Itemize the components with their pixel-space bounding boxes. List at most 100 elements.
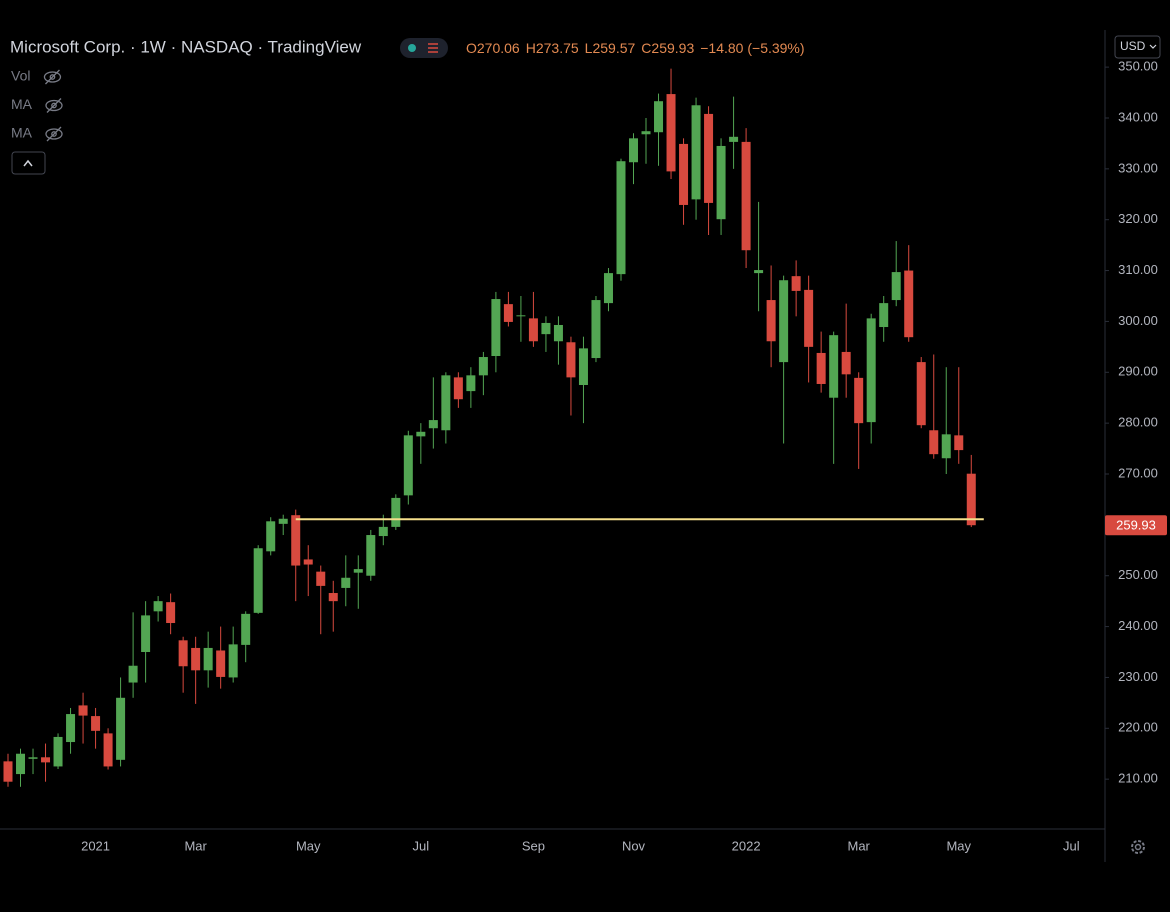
candle-body [679, 143, 689, 205]
candle-body [291, 515, 301, 566]
candle-body [78, 705, 88, 716]
y-tick-label: 290.00 [1118, 364, 1158, 379]
last-price-tag [1105, 515, 1167, 536]
candle-body [941, 434, 951, 459]
candle-body [553, 324, 563, 342]
eye-slash [45, 69, 60, 85]
y-tick-label: 320.00 [1118, 211, 1158, 226]
candle-body [441, 375, 451, 431]
eye-outline [43, 71, 62, 83]
candle-body [416, 431, 426, 437]
hidden-eye-icon[interactable] [43, 69, 62, 85]
candle-body [591, 300, 601, 359]
candle-body [316, 571, 326, 586]
ohlc-value: 259.93 [651, 40, 694, 56]
y-tick-label: 210.00 [1118, 771, 1158, 786]
gear-outer [1131, 840, 1145, 854]
candle-body [53, 736, 63, 767]
candle-body [804, 289, 814, 347]
candle-body [879, 303, 889, 328]
currency-box [1114, 35, 1161, 59]
y-tick-label: 310.00 [1118, 262, 1158, 277]
y-tick-label: 300.00 [1118, 313, 1158, 328]
candle-body [741, 141, 751, 251]
candle-body [891, 272, 901, 301]
x-tick-label: Jul [1063, 838, 1080, 853]
hidden-eye-icon[interactable] [45, 126, 63, 142]
y-tick-label: 240.00 [1118, 618, 1158, 633]
eye-pupil [49, 74, 56, 80]
collapse-button[interactable] [11, 151, 46, 175]
change-value: −14.80 (−5.39%) [700, 40, 804, 56]
candle-body [178, 640, 188, 667]
eye-outline [45, 128, 63, 140]
eye-slash [46, 126, 62, 142]
menu-icon [428, 43, 438, 53]
candle-body [841, 351, 851, 375]
candle-body [654, 101, 664, 133]
indicator-label: MA [11, 125, 33, 141]
eye-pupil [51, 102, 57, 109]
candle-body [16, 753, 26, 775]
candle-body [153, 601, 163, 612]
candle-body [503, 304, 513, 322]
candle-body [641, 131, 651, 135]
candle-body [116, 697, 126, 760]
candle-body [41, 757, 51, 763]
candle-body [278, 518, 288, 524]
pill-bg [400, 38, 448, 58]
candle-body [428, 420, 438, 429]
candle-body [391, 497, 401, 527]
candle-body [816, 352, 826, 384]
status-pill[interactable] [400, 38, 448, 58]
candle-body [91, 716, 101, 731]
eye-slash [46, 98, 62, 113]
ohlc-letter: O [466, 40, 477, 56]
collapse-box [11, 151, 46, 175]
candle-body [191, 647, 201, 671]
settings-button[interactable] [1131, 840, 1145, 854]
candle-body [716, 145, 726, 220]
candle-body [754, 270, 764, 274]
x-tick-label: Mar [847, 838, 870, 853]
candle-body [791, 276, 801, 291]
ohlc-letter: L [585, 40, 593, 56]
y-tick-label: 280.00 [1118, 415, 1158, 430]
hidden-eye-icon[interactable] [45, 98, 63, 113]
candle-body [28, 757, 38, 759]
candle-body [578, 348, 588, 385]
candle-body [854, 377, 864, 424]
candle-body [3, 761, 13, 782]
x-tick-label: 2021 [81, 838, 110, 853]
last-price-label: 259.93 [1116, 518, 1156, 533]
x-tick-label: May [946, 838, 971, 853]
eye-outline [45, 99, 63, 112]
currency-button[interactable]: USD [1114, 35, 1161, 59]
ohlc-value: 259.57 [592, 40, 635, 56]
candle-body [704, 113, 714, 203]
collapse-arrow [23, 159, 33, 167]
candle-body [328, 593, 338, 602]
candle-body [541, 322, 551, 335]
y-tick-label: 220.00 [1118, 720, 1158, 735]
candle-body [829, 335, 839, 398]
indicator-label: Vol [11, 68, 30, 84]
currency-label: USD [1120, 39, 1146, 53]
plot-area [3, 68, 984, 787]
x-tick-label: May [296, 838, 321, 853]
candle-body [478, 357, 488, 376]
candle-body [491, 299, 501, 357]
candle-body [266, 521, 276, 552]
candle-body [366, 535, 376, 576]
candle-body [866, 318, 876, 423]
candle-body [228, 644, 238, 678]
x-tick-label: Sep [522, 838, 545, 853]
candle-body [216, 650, 226, 677]
candle-body [916, 362, 926, 426]
market-status-dot [408, 44, 416, 52]
x-tick-label: Mar [184, 838, 207, 853]
gear-inner [1134, 843, 1142, 851]
candle-body [453, 377, 463, 400]
